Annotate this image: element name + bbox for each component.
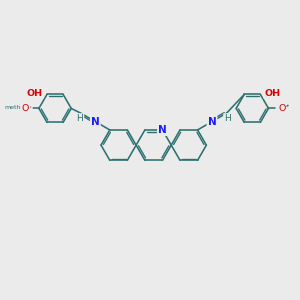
Text: OH: OH xyxy=(27,89,43,98)
Text: N: N xyxy=(91,117,100,127)
Text: N: N xyxy=(208,117,216,127)
Text: O: O xyxy=(22,104,29,113)
Text: methoxy: methoxy xyxy=(4,105,32,110)
Text: O: O xyxy=(278,104,286,113)
Text: OH: OH xyxy=(264,89,280,98)
Text: H: H xyxy=(224,114,231,123)
Text: N: N xyxy=(158,125,167,135)
Text: H: H xyxy=(76,114,83,123)
